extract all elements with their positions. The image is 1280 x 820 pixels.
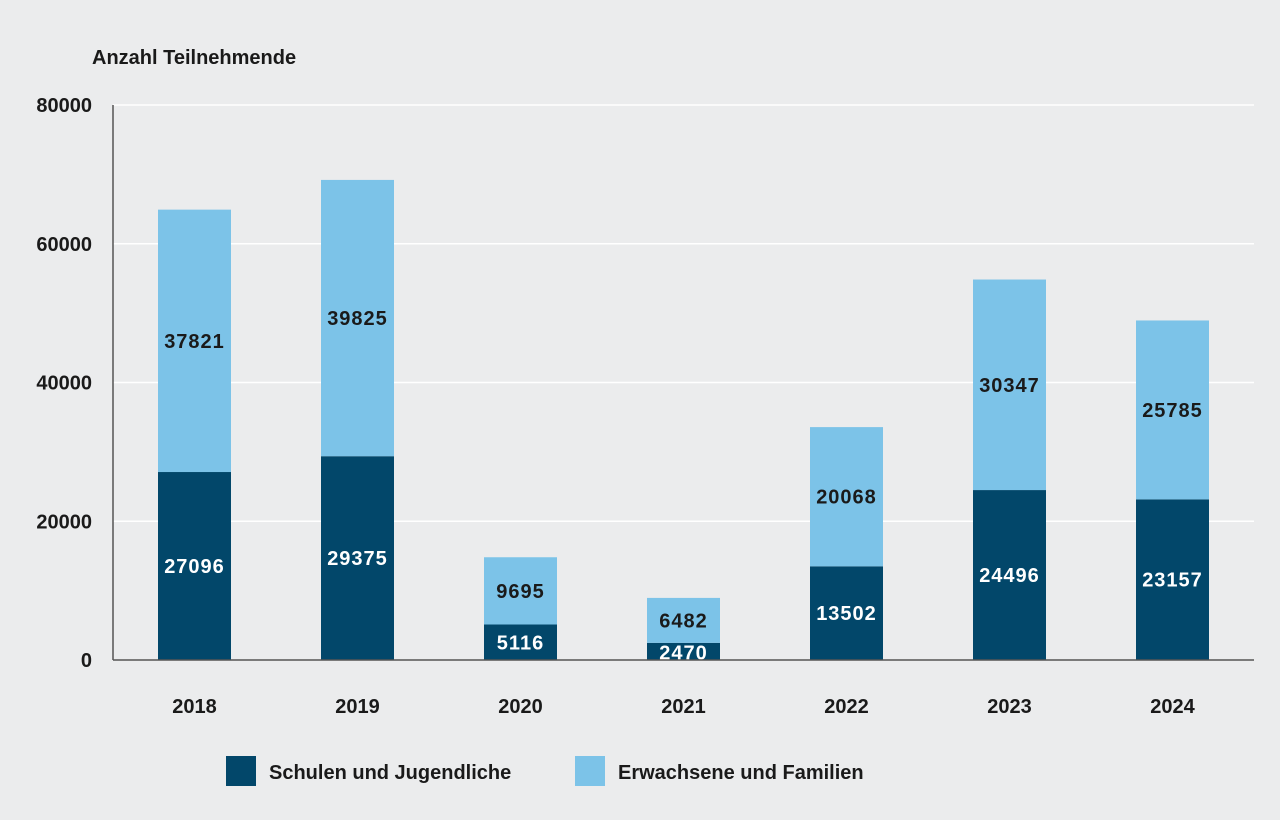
bar-segment — [321, 456, 394, 660]
bar-segment — [484, 557, 557, 625]
bar-value-label: 27096 — [164, 556, 225, 578]
bar-value-label: 37821 — [164, 331, 225, 353]
bar-value-label: 5116 — [497, 632, 544, 654]
y-tick-label: 0 — [81, 650, 92, 672]
legend-label: Schulen und Jugendliche — [269, 762, 511, 784]
x-axis-labels: 2018 2019 2020 2021 2022 2023 2024 — [172, 696, 1195, 718]
y-tick-label: 60000 — [36, 234, 92, 256]
y-axis-title: Anzahl Teilnehmende — [92, 47, 296, 69]
bar-value-label: 2470 — [659, 642, 708, 664]
bar-value-label: 9695 — [496, 581, 545, 603]
legend: Schulen und Jugendliche Erwachsene und Fa… — [226, 756, 864, 786]
x-tick-label: 2022 — [824, 696, 869, 718]
bar-value-label: 23157 — [1142, 570, 1203, 592]
bar-value-label: 39825 — [327, 308, 388, 330]
bar-value-label: 24496 — [979, 565, 1040, 587]
x-tick-label: 2020 — [498, 696, 543, 718]
y-tick-label: 40000 — [36, 373, 92, 395]
x-tick-label: 2021 — [661, 696, 706, 718]
x-tick-label: 2018 — [172, 696, 217, 718]
bar-value-label: 20068 — [816, 487, 877, 509]
bar-value-label: 30347 — [979, 375, 1040, 397]
bar-value-label: 25785 — [1142, 400, 1203, 422]
y-tick-label: 20000 — [36, 511, 92, 533]
legend-label: Erwachsene und Familien — [618, 762, 864, 784]
bar-segment — [321, 179, 394, 457]
bar-segment — [1136, 320, 1209, 500]
x-tick-label: 2024 — [1150, 696, 1195, 718]
bars: 27096 37821 29375 39825 5116 9695 2470 6482 1350… — [158, 179, 1209, 664]
legend-swatch — [226, 756, 256, 786]
bar-segment — [158, 472, 231, 660]
bar-value-label: 29375 — [327, 548, 388, 570]
gridlines — [113, 104, 1254, 522]
bar-segment — [647, 597, 720, 643]
legend-swatch — [575, 756, 605, 786]
bar-segment — [973, 490, 1046, 660]
bar-segment — [810, 427, 883, 567]
bar-segment — [973, 279, 1046, 491]
bar-segment — [484, 624, 557, 660]
bar-value-label: 13502 — [816, 603, 877, 625]
x-tick-label: 2023 — [987, 696, 1032, 718]
bar-value-label: 6482 — [659, 610, 708, 632]
bar-segment — [647, 642, 720, 660]
bar-segment — [810, 566, 883, 660]
x-tick-label: 2019 — [335, 696, 380, 718]
y-axis-ticks: 0 20000 40000 60000 80000 — [36, 95, 92, 672]
bar-segment — [158, 209, 231, 473]
y-tick-label: 80000 — [36, 95, 92, 117]
bar-segment — [1136, 499, 1209, 660]
